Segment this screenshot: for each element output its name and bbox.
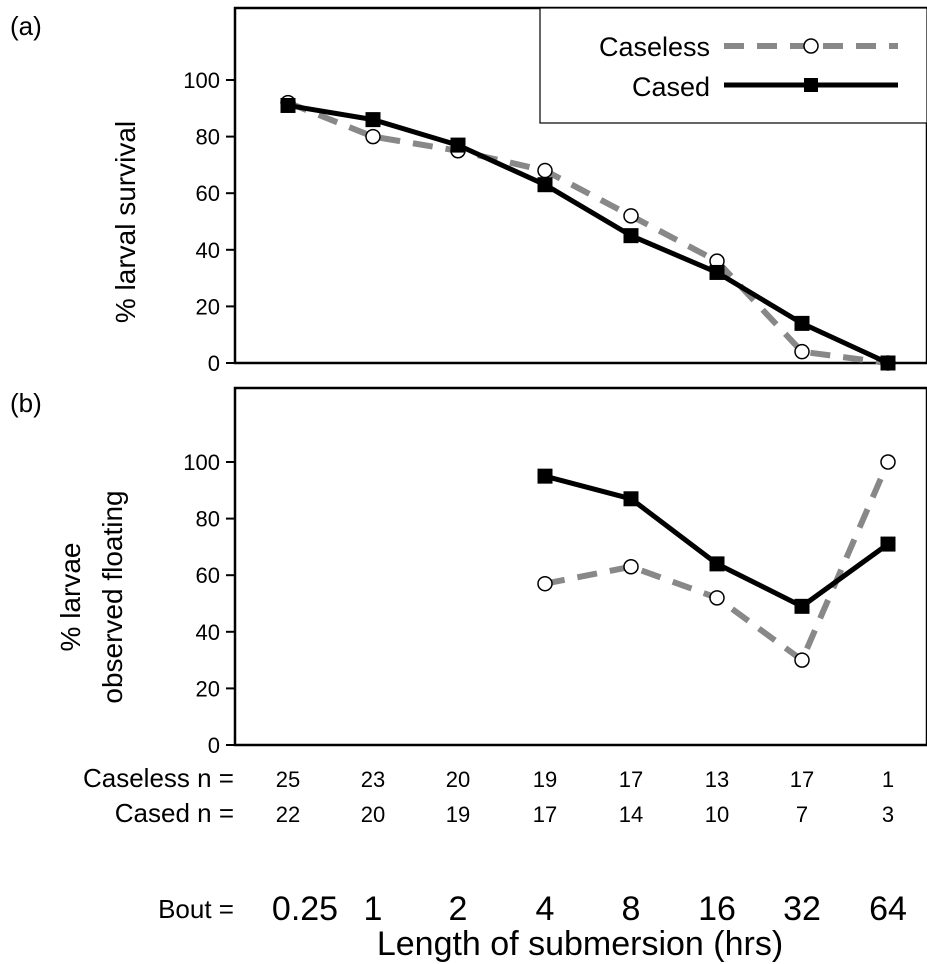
cased-n-value-0: 22 — [276, 802, 300, 827]
cased-n-value-5: 10 — [705, 802, 729, 827]
caseless-n-value-4: 17 — [619, 767, 643, 792]
caseless-n-value-6: 17 — [790, 767, 814, 792]
legend-box — [539, 7, 927, 124]
bout-value-6: 32 — [783, 890, 821, 928]
panel-a-label: (a) — [10, 11, 42, 41]
panel-a-cased-point-7 — [880, 355, 896, 371]
bout-value-1: 1 — [364, 890, 383, 928]
sample-size-table: Caseless n = Cased n = 25 23 20 19 17 13 17 1 22… — [83, 763, 894, 828]
bout-row: Bout = 0.25 1 2 4 8 16 32 64 — [158, 890, 907, 928]
panel-a-series — [280, 94, 896, 371]
bout-value-5: 16 — [698, 890, 736, 928]
caseless-n-value-5: 13 — [705, 767, 729, 792]
panel-a-cased-point-2 — [450, 137, 466, 153]
panel-a-y-tick-label-4: 80 — [196, 125, 220, 150]
panel-a-y-axis: 0 20 40 60 80 100 — [183, 68, 235, 376]
panel-b-series — [537, 454, 896, 668]
panel-a-cased-point-0 — [280, 97, 296, 113]
caseless-n-value-7: 1 — [882, 767, 894, 792]
legend-marker-cased — [804, 78, 818, 92]
legend-marker-caseless — [803, 38, 819, 54]
panel-b-caseless-point-4 — [623, 558, 639, 575]
panel-b-y-tick-label-0: 0 — [208, 733, 220, 758]
panel-a-cased-line — [287, 103, 890, 366]
panel-b-y-axis-label-line1: % larvae — [55, 543, 86, 652]
panel-a-caseless-point-4 — [623, 208, 639, 224]
bout-value-3: 4 — [536, 890, 555, 928]
panel-a-cased-point-5 — [709, 264, 725, 280]
legend: Caseless Cased — [539, 7, 927, 124]
panel-a: (a) 0 20 40 60 80 100 % larval survival Casel… — [10, 6, 927, 376]
panel-a-y-tick-label-1: 20 — [196, 294, 220, 319]
bout-value-4: 8 — [622, 890, 641, 928]
panel-a-caseless-line — [286, 99, 889, 366]
panel-a-caseless-point-3 — [537, 162, 553, 179]
cased-n-value-4: 14 — [619, 802, 643, 827]
caseless-n-label: Caseless n = — [83, 763, 234, 793]
cased-n-value-7: 3 — [882, 802, 894, 827]
caseless-n-value-3: 19 — [533, 767, 557, 792]
panel-a-y-tick-label-2: 40 — [196, 238, 220, 263]
caseless-n-value-1: 23 — [361, 767, 385, 792]
panel-a-caseless-point-6 — [794, 343, 810, 360]
panel-b-cased-point-7 — [880, 536, 896, 552]
panel-a-y-tick-label-5: 100 — [183, 68, 220, 93]
caseless-n-value-0: 25 — [276, 767, 300, 792]
bout-label: Bout = — [158, 894, 234, 924]
panel-b-caseless-point-5 — [709, 590, 725, 606]
cased-n-value-3: 17 — [533, 802, 557, 827]
panel-b-caseless-point-7 — [880, 454, 896, 470]
legend-label-cased: Cased — [632, 72, 710, 102]
caseless-n-value-2: 20 — [446, 767, 470, 792]
bout-value-0: 0.25 — [272, 890, 338, 928]
panel-b-y-tick-label-4: 80 — [196, 507, 220, 532]
bout-value-7: 64 — [869, 890, 907, 928]
bout-value-2: 2 — [449, 890, 468, 928]
panel-a-caseless-point-1 — [365, 128, 381, 145]
panel-b-y-tick-label-2: 40 — [196, 620, 220, 645]
panel-a-y-tick-label-0: 0 — [208, 351, 220, 376]
panel-b-caseless-point-6 — [794, 652, 810, 668]
cased-n-value-6: 7 — [796, 802, 808, 827]
panel-a-y-axis-label: % larval survival — [110, 121, 141, 323]
panel-a-cased-point-4 — [623, 228, 639, 244]
cased-n-value-1: 20 — [361, 802, 385, 827]
panel-b-cased-point-4 — [623, 491, 639, 507]
panel-b-y-axis: 0 20 40 60 80 100 — [183, 450, 235, 758]
panel-b-y-tick-label-1: 20 — [196, 676, 220, 701]
panel-b-cased-point-6 — [794, 598, 810, 614]
panel-b-label: (b) — [10, 388, 42, 418]
panel-b: (b) 0 20 40 60 80 100 % larvae observed float… — [10, 386, 927, 758]
panel-b-caseless-point-3 — [537, 575, 553, 592]
panel-a-cased-point-6 — [794, 315, 810, 331]
panel-a-cased-point-3 — [537, 177, 553, 193]
cased-n-value-2: 19 — [446, 802, 470, 827]
panel-a-cased-point-1 — [365, 112, 381, 128]
panel-b-cased-point-5 — [709, 556, 725, 572]
panel-b-cased-point-3 — [537, 468, 553, 484]
panel-b-frame — [233, 386, 927, 747]
cased-n-label: Cased n = — [115, 798, 234, 828]
panel-a-y-tick-label-3: 60 — [196, 181, 220, 206]
panel-b-y-axis-label-line2: observed floating — [97, 490, 128, 703]
panel-b-y-tick-label-3: 60 — [196, 563, 220, 588]
legend-label-caseless: Caseless — [599, 32, 710, 62]
panel-b-y-tick-label-5: 100 — [183, 450, 220, 475]
x-axis-label: Length of submersion (hrs) — [377, 925, 783, 963]
